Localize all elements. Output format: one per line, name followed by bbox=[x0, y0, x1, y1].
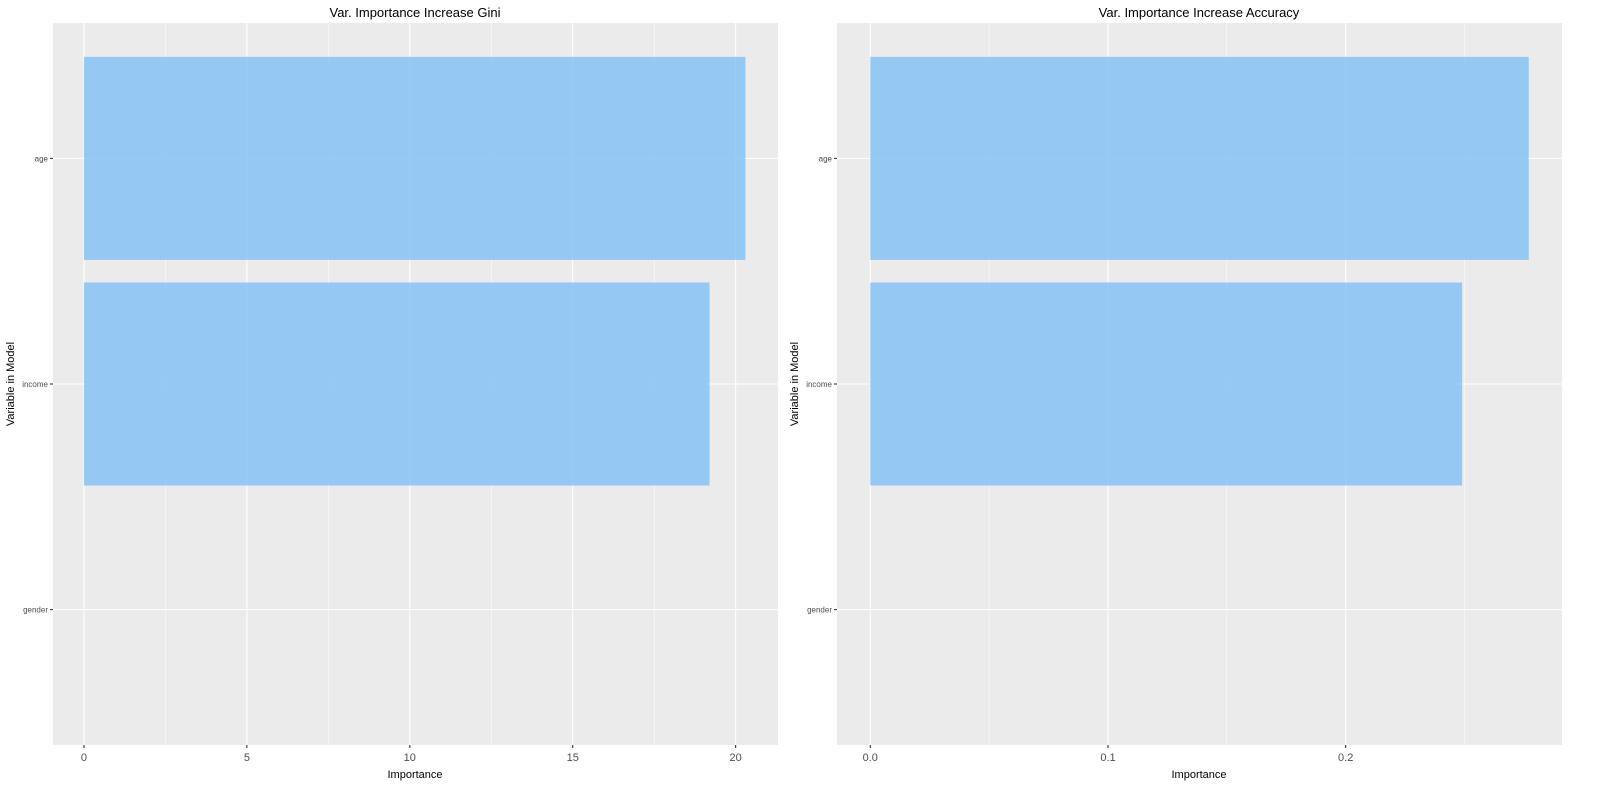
x-tick-label: 0 bbox=[81, 752, 87, 764]
y-tick-label: gender bbox=[807, 606, 832, 615]
bar-age bbox=[83, 56, 746, 260]
y-tick-label: age bbox=[819, 154, 833, 163]
bar-income bbox=[870, 282, 1463, 486]
y-tick-label: age bbox=[35, 154, 49, 163]
y-tick-label: income bbox=[806, 380, 832, 389]
x-tick-label: 10 bbox=[404, 752, 416, 764]
x-axis-title: Importance bbox=[1171, 769, 1226, 781]
x-tick-label: 0.0 bbox=[863, 752, 878, 764]
chart-panel-1: age income gender 0.0 0.1 0.2 Var. Importance … bbox=[789, 5, 1562, 781]
x-tick-label: 5 bbox=[244, 752, 250, 764]
x-axis-title: Importance bbox=[387, 769, 442, 781]
y-tick-label: income bbox=[22, 380, 48, 389]
x-tick-label: 0.2 bbox=[1338, 752, 1353, 764]
y-tick-label: gender bbox=[23, 606, 48, 615]
y-axis-title: Variable in Model bbox=[789, 342, 801, 426]
chart-panel-0: age income gender 0 5 10 15 20 Var. Importance I… bbox=[5, 5, 778, 781]
bar-income bbox=[83, 282, 710, 486]
chart-title: Var. Importance Increase Accuracy bbox=[1099, 5, 1300, 20]
y-axis-title: Variable in Model bbox=[5, 342, 17, 426]
x-tick-label: 15 bbox=[567, 752, 579, 764]
bar-age bbox=[870, 56, 1529, 260]
x-tick-label: 0.1 bbox=[1100, 752, 1115, 764]
chart-title: Var. Importance Increase Gini bbox=[329, 5, 500, 20]
x-tick-label: 20 bbox=[730, 752, 742, 764]
